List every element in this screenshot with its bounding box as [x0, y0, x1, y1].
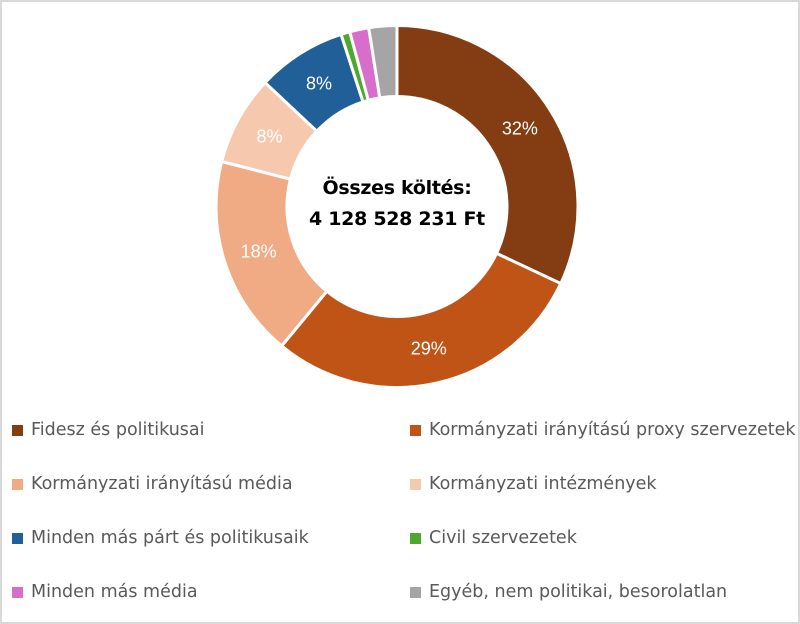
legend-label: Kormányzati irányítású proxy szervezetek	[429, 420, 796, 440]
legend-swatch	[12, 424, 23, 436]
slice-data-label: 18%	[241, 241, 277, 261]
legend-label: Minden más párt és politikusaik	[31, 528, 309, 548]
legend-label: Fidesz és politikusai	[31, 420, 205, 440]
legend-swatch	[410, 424, 421, 436]
legend-label: Kormányzati irányítású média	[31, 474, 293, 494]
legend-label: Minden más média	[31, 582, 198, 602]
legend-item-civil: Civil szervezetek	[410, 528, 577, 548]
legend-item-gov-media: Kormányzati irányítású média	[12, 474, 293, 494]
legend-swatch	[12, 586, 23, 598]
donut-chart: 32% 29% 18% 8% 8%	[214, 23, 580, 389]
legend-swatch	[410, 586, 421, 598]
legend-swatch	[410, 532, 421, 544]
legend-item-proxy: Kormányzati irányítású proxy szervezetek	[410, 420, 796, 440]
slice-data-label: 8%	[256, 126, 282, 146]
center-label-total: 4 128 528 231 Ft	[309, 208, 485, 230]
legend-item-other-parties: Minden más párt és politikusaik	[12, 528, 309, 548]
slice-data-label: 8%	[306, 74, 332, 94]
donut-slice	[279, 251, 563, 389]
legend-item-other: Egyéb, nem politikai, besorolatlan	[410, 582, 727, 602]
legend-swatch	[12, 478, 23, 490]
center-label-title: Összes költés:	[322, 177, 472, 199]
legend-swatch	[12, 532, 23, 544]
legend-item-other-media: Minden más média	[12, 582, 198, 602]
slice-data-label: 32%	[502, 119, 538, 139]
legend-swatch	[410, 478, 421, 490]
donut-slice	[366, 23, 399, 100]
legend-label: Kormányzati intézmények	[429, 474, 657, 494]
legend-item-gov-institutions: Kormányzati intézmények	[410, 474, 657, 494]
legend-item-fidesz: Fidesz és politikusai	[12, 420, 205, 440]
legend-label: Egyéb, nem politikai, besorolatlan	[429, 582, 728, 602]
slice-data-label: 29%	[411, 338, 447, 358]
donut-slice	[395, 23, 580, 286]
legend-label: Civil szervezetek	[429, 528, 577, 548]
